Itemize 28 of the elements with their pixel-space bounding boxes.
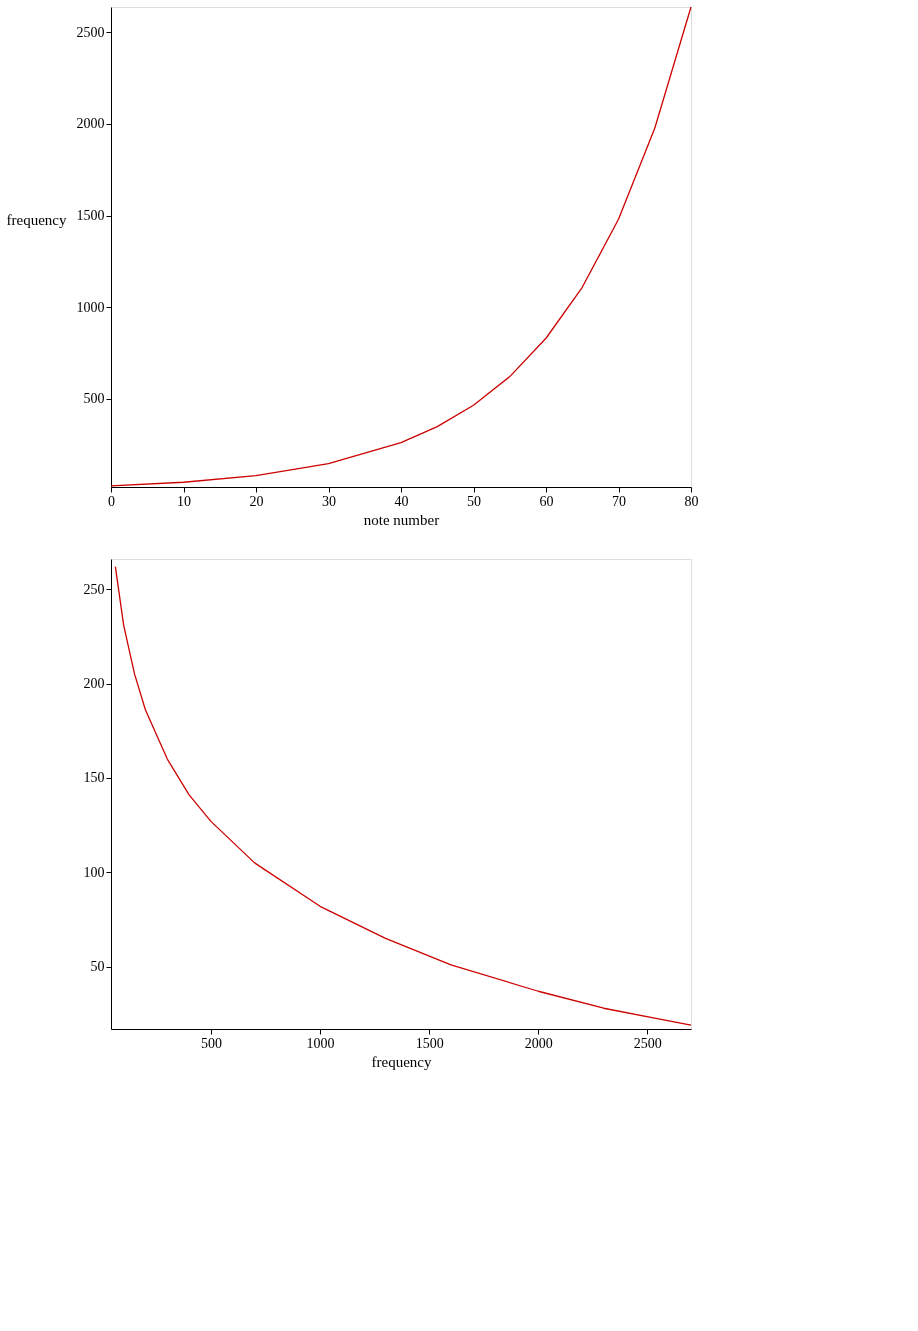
x-tick-label: 1500 xyxy=(415,1035,444,1051)
x-tick-label: 2500 xyxy=(633,1035,662,1051)
x-tick-label: 40 xyxy=(394,493,409,509)
y-tick-label: 100 xyxy=(83,864,105,880)
y-tick-label: 50 xyxy=(90,959,105,975)
x-tick-label: 1000 xyxy=(306,1035,335,1051)
y-axis-title: frequency xyxy=(6,211,67,228)
y-tick-label: 150 xyxy=(83,770,105,786)
x-axis-title: note number xyxy=(363,511,440,528)
x-tick-label: 50 xyxy=(467,493,481,509)
y-tick-label: 250 xyxy=(83,581,105,597)
y-tick-label: 2500 xyxy=(76,24,105,40)
x-tick-label: 60 xyxy=(539,493,554,509)
y-tick-label: 200 xyxy=(83,676,105,692)
x-tick-label: 2000 xyxy=(524,1035,553,1051)
x-tick-label: 30 xyxy=(322,493,336,509)
x-tick-label: 20 xyxy=(249,493,264,509)
y-tick-label: 1000 xyxy=(76,299,105,315)
x-tick-label: 0 xyxy=(108,493,115,509)
line-series xyxy=(114,565,692,1026)
x-tick-label: 80 xyxy=(684,493,699,509)
x-tick-label: 10 xyxy=(177,493,191,509)
x-axis-title: frequency xyxy=(371,1053,432,1070)
y-tick-label: 2000 xyxy=(76,116,105,132)
y-tick-label: 500 xyxy=(83,391,105,407)
y-tick-label: 1500 xyxy=(76,208,105,224)
x-tick-label: 500 xyxy=(200,1035,222,1051)
x-tick-label: 70 xyxy=(612,493,626,509)
